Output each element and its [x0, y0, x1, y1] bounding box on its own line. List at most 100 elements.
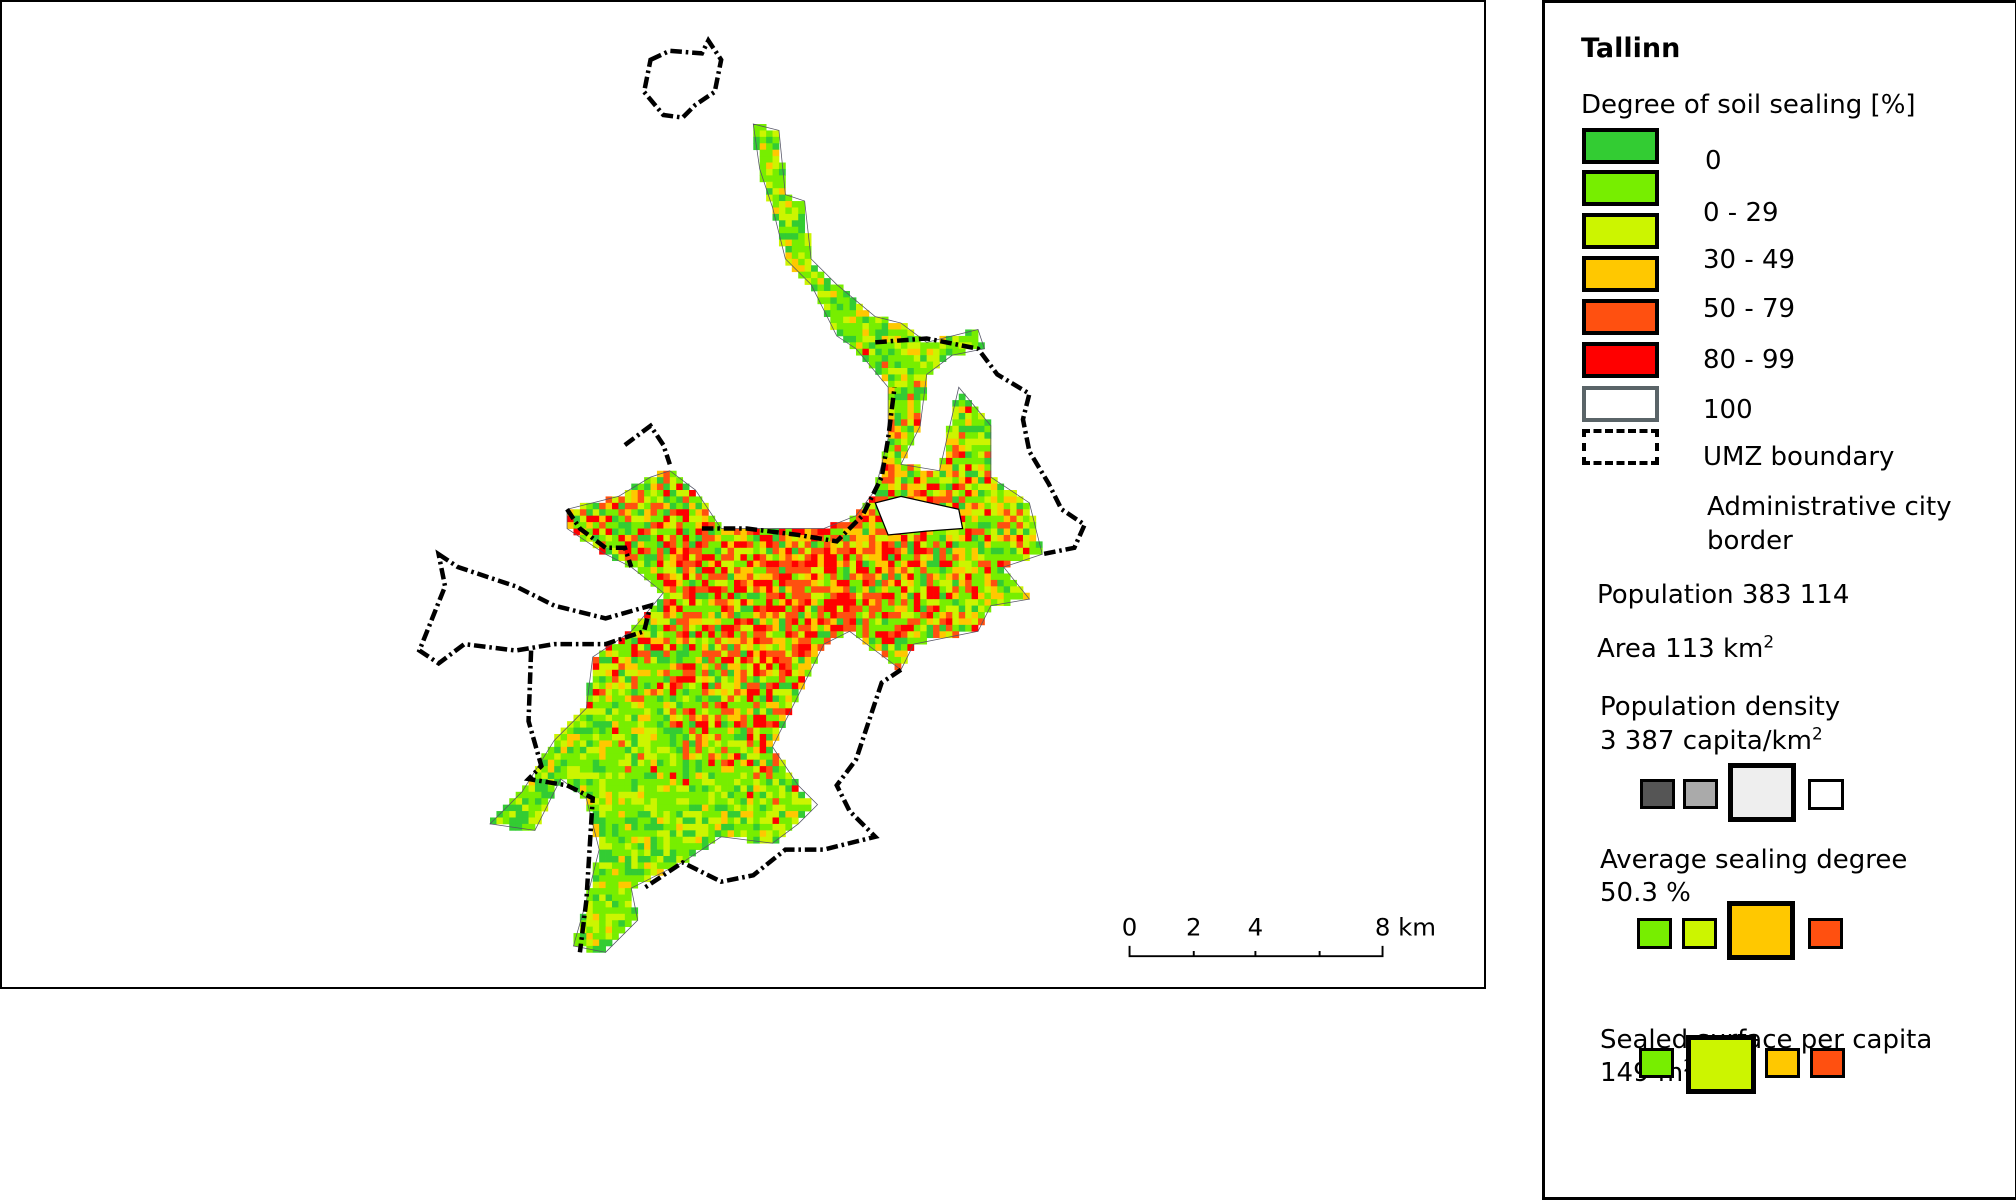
- sealing-cell: [817, 631, 825, 639]
- sealing-cell: [875, 618, 883, 626]
- sealing-cell: [599, 823, 606, 831]
- sealing-cell: [644, 811, 651, 818]
- sealing-cell: [695, 669, 703, 677]
- sealing-cell: [605, 759, 613, 767]
- sealing-cell: [894, 560, 902, 568]
- sealing-cell: [894, 650, 902, 658]
- sealing-cell: [753, 817, 761, 825]
- sealing-cell: [682, 759, 690, 767]
- sealing-cell: [868, 599, 876, 606]
- sealing-cell: [933, 470, 940, 478]
- sealing-cell: [894, 445, 902, 452]
- sealing-cell: [811, 284, 818, 292]
- sealing-cell: [939, 355, 947, 362]
- sealing-cell: [753, 560, 761, 568]
- sealing-cell: [978, 573, 985, 581]
- sealing-cell: [900, 624, 908, 632]
- sealing-cell: [650, 798, 658, 806]
- sealing-cell: [759, 547, 767, 555]
- legend-heading: Degree of soil sealing [%]: [1581, 90, 1916, 120]
- sealing-cell: [740, 631, 748, 639]
- sealing-cell: [766, 701, 773, 709]
- sealing-cell: [766, 618, 773, 626]
- sealing-cell: [811, 579, 818, 587]
- sealing-cell: [778, 233, 786, 240]
- sealing-cell: [862, 323, 870, 330]
- sealing-cell: [721, 599, 728, 606]
- sealing-cell: [689, 727, 696, 735]
- class-label-50-79: 50 - 79: [1703, 294, 1796, 324]
- sealing-cell: [939, 586, 947, 594]
- sealing-cell: [862, 547, 870, 555]
- sealing-cell: [689, 663, 696, 671]
- sealing-cell: [727, 637, 735, 645]
- sealing-cell: [605, 701, 613, 709]
- sealing-cell: [701, 811, 709, 818]
- sealing-cell: [676, 618, 684, 626]
- sealing-cell: [656, 772, 664, 780]
- sealing-cell: [734, 567, 741, 574]
- sealing-cell: [618, 913, 626, 921]
- sealing-cell: [663, 592, 671, 600]
- sealing-cell: [875, 560, 883, 568]
- sealing-cell: [734, 579, 741, 587]
- sealing-cell: [689, 798, 696, 806]
- sealing-cell: [714, 734, 722, 741]
- sealing-cell: [592, 689, 600, 696]
- sealing-cell: [952, 477, 960, 484]
- sealing-cell: [721, 534, 728, 542]
- sealing-cell: [592, 823, 600, 831]
- sealing-cell: [644, 676, 651, 684]
- sealing-cell: [612, 676, 619, 684]
- sealing-cell: [746, 804, 754, 812]
- sealing-cell: [650, 509, 658, 517]
- sealing-cell: [978, 470, 985, 478]
- sealing-cell: [586, 522, 594, 529]
- sealing-cell: [830, 290, 838, 298]
- sealing-cell: [579, 734, 587, 741]
- sealing-cell: [1003, 547, 1011, 555]
- sealing-cell: [804, 586, 812, 594]
- sealing-cell: [913, 592, 921, 600]
- sealing-cell: [778, 213, 786, 221]
- sealing-cell: [708, 586, 716, 594]
- sealing-cell: [695, 579, 703, 587]
- sealing-cell: [753, 701, 761, 709]
- sealing-cell: [682, 515, 690, 523]
- sealing-cell: [811, 599, 818, 606]
- sealing-cell: [644, 785, 651, 793]
- sealing-cell: [605, 849, 613, 857]
- sealing-cell: [759, 650, 767, 658]
- density-square-1: [1640, 779, 1675, 809]
- sealing-cell: [631, 778, 639, 786]
- sealing-cell: [913, 361, 921, 369]
- sealing-cell: [599, 900, 606, 908]
- sealing-cell: [534, 772, 542, 780]
- sealing-cell: [888, 464, 895, 472]
- sealing-cell: [759, 560, 767, 568]
- sealing-cell: [656, 830, 664, 838]
- sealing-cell: [714, 579, 722, 587]
- sealing-cell: [965, 438, 972, 446]
- sealing-cell: [888, 483, 895, 491]
- sealing-cell: [682, 605, 690, 613]
- sealing-cell: [612, 862, 619, 870]
- sealing-cell: [888, 592, 895, 600]
- sealing-cell: [817, 271, 825, 279]
- sealing-cell: [637, 759, 645, 767]
- sealing-cell: [753, 778, 761, 786]
- sealing-cell: [791, 689, 799, 696]
- sealing-cell: [990, 541, 998, 549]
- sealing-cell: [682, 656, 690, 664]
- sealing-cell: [624, 881, 632, 889]
- sealing-cell: [637, 644, 645, 651]
- sealing-cell: [772, 778, 780, 786]
- scale-label-2: 2: [1186, 913, 1202, 942]
- sealing-cell: [612, 740, 619, 748]
- sealing-cell: [682, 669, 690, 677]
- sealing-cell: [881, 637, 889, 645]
- sealing-cell: [656, 528, 664, 536]
- sealing-cell: [746, 734, 754, 741]
- sealing-cell: [868, 502, 876, 510]
- sealing-cell: [766, 772, 773, 780]
